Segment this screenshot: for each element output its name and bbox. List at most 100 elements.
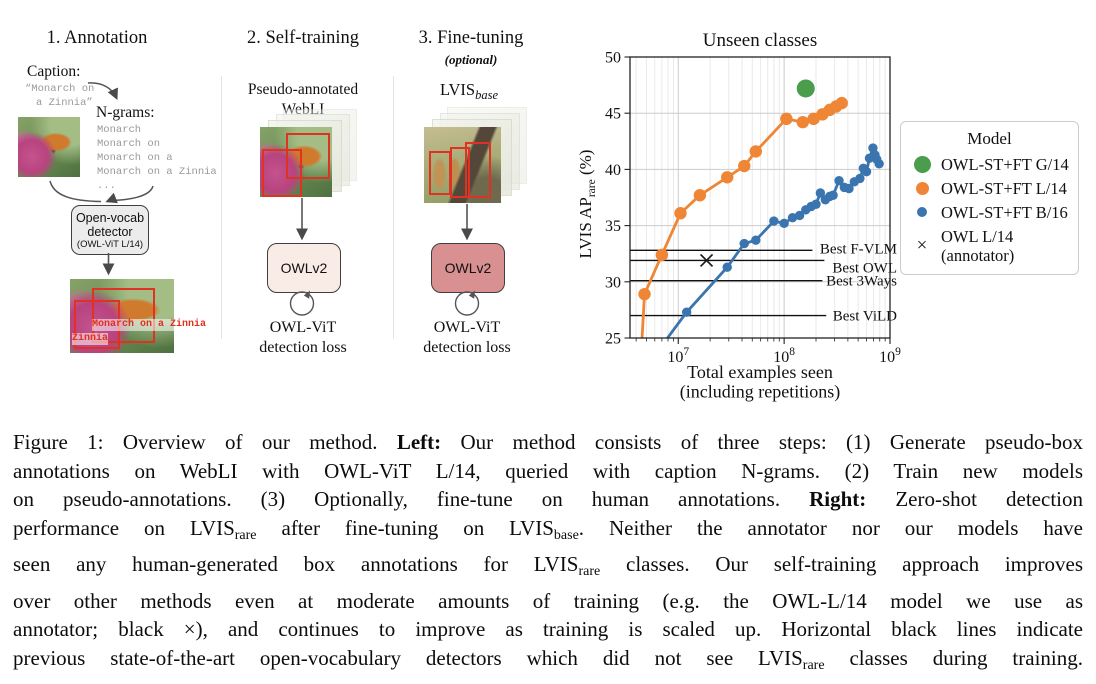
giraffe-image <box>424 127 501 203</box>
section-divider-1 <box>221 76 222 339</box>
loss-line2: detection loss <box>259 339 347 356</box>
data-point <box>835 96 848 110</box>
baseline-label: Best OWL <box>832 260 897 276</box>
data-point <box>739 238 749 249</box>
y-tick-label: 25 <box>605 331 621 348</box>
webli-dataset-label: Pseudo-annotated WebLI <box>221 80 385 120</box>
lvis-label-main: LVIS <box>439 80 476 99</box>
data-point <box>861 166 872 177</box>
baseline-label: Best F-VLM <box>820 241 897 257</box>
step3-subtitle: (optional) <box>444 52 498 67</box>
loss-line1: OWL-ViT <box>269 319 337 336</box>
x-marker-icon: × <box>916 234 928 256</box>
legend-entries: OWL-ST+FT G/14 OWL-ST+FT L/14 OWL-ST+FT B/… <box>901 152 1078 267</box>
x-axis-label-line1: Total examples seen <box>687 362 833 382</box>
lvis-image-stack <box>421 107 529 205</box>
chart-title: Unseen classes <box>703 30 818 51</box>
detector-box-line1: Open-vocab <box>75 210 145 225</box>
data-point <box>693 189 707 202</box>
prediction-label-zinnia: Zinnia <box>72 333 109 345</box>
data-point <box>787 213 798 223</box>
caption-mono-line: “Monarch on <box>25 83 95 95</box>
detector-box-line2: detector <box>87 224 133 239</box>
dot-marker-icon <box>910 207 934 217</box>
prediction-label-monarch: Monarch on a Zinnia <box>92 319 207 331</box>
y-tick-label: 40 <box>605 162 621 179</box>
lvis-label-sub: base <box>475 88 499 102</box>
dot-marker-icon <box>910 155 934 173</box>
ngrams-list: Monarch Monarch on Monarch on a Monarch on … <box>97 123 217 193</box>
y-tick-label: 35 <box>605 218 621 235</box>
method-diagram: 1. Annotation 2. Self-training 3. Fine-t… <box>0 0 570 420</box>
data-point <box>796 115 809 129</box>
y-tick-label: 50 <box>605 50 621 67</box>
pseudo-annotated-image <box>260 127 332 197</box>
legend-entry: OWL-ST+FT B/16 <box>901 200 1078 224</box>
data-point <box>721 171 734 184</box>
x-axis-label-line2: (including repetitions) <box>680 382 840 403</box>
figure-caption: Figure 1: Overview of our method. Left: … <box>13 428 1083 680</box>
giraffe-box-3 <box>465 142 491 198</box>
legend-entry-label: OWL L/14 (annotator) <box>941 226 1015 265</box>
detector-box-subtitle: (OWL-ViT L/14) <box>76 238 144 250</box>
webli-image-stack <box>258 109 358 199</box>
caption-line: seen any human-generated box annotations… <box>13 552 1084 579</box>
data-point <box>828 190 838 200</box>
ngram-item: ... <box>97 180 116 192</box>
x-tick-label: 108 <box>773 346 795 366</box>
step2-title: 2. Self-training <box>246 28 359 48</box>
data-point <box>738 159 751 173</box>
self-loop-selftrain <box>289 291 315 316</box>
open-vocab-detector-box: Open-vocab detector (OWL-ViT L/14) <box>71 205 149 255</box>
data-point <box>674 207 687 220</box>
loss-label-selftrain: OWL-ViT detection loss <box>221 318 385 358</box>
step1-title: 1. Annotation <box>46 28 148 48</box>
data-point <box>751 235 761 245</box>
giraffe-box-2 <box>450 147 470 198</box>
giraffe-box-1 <box>429 151 451 195</box>
legend-entry-label: OWL-ST+FT L/14 <box>941 178 1067 198</box>
data-point <box>844 183 854 194</box>
legend-entry-label: OWL-ST+FT B/16 <box>941 202 1068 222</box>
chart-legend: Model OWL-ST+FT G/14 OWL-ST+FT L/14 OWL-ST… <box>900 121 1079 275</box>
pseudo-box-butterfly <box>286 133 330 179</box>
caption-line: on pseudo-annotations. (3) Optionally, f… <box>13 487 1083 511</box>
data-point <box>779 218 789 229</box>
ngram-item: Monarch on <box>97 138 161 150</box>
butterfly-image <box>18 117 80 177</box>
loss3-line1: OWL-ViT <box>433 319 501 336</box>
ngram-item: Monarch on a <box>97 152 173 164</box>
pseudo-box-flower <box>262 149 302 197</box>
caption-mono-line: a Zinnia” <box>36 97 93 109</box>
y-tick-label: 30 <box>605 274 621 291</box>
ngram-item: Monarch on a Zinnia <box>97 166 217 178</box>
plot-border <box>629 56 891 339</box>
owlv2-label-selftrain: OWLv2 <box>280 260 328 276</box>
owlv2-label-finetune: OWLv2 <box>444 260 492 276</box>
data-point <box>794 210 805 221</box>
loss-label-finetune: OWL-ViT detection loss <box>387 318 547 358</box>
loss3-line2: detection loss <box>423 339 511 356</box>
step3-title: 3. Fine-tuning <box>418 28 524 48</box>
webli-label-line2: WebLI <box>281 101 325 118</box>
data-point <box>769 216 779 226</box>
detection-box-butterfly <box>92 288 155 343</box>
caption-line: annotator; black ×), and continues to im… <box>13 617 1083 641</box>
data-point <box>874 159 884 169</box>
arrow-image-to-detector <box>49 180 102 203</box>
annotator-x-marker <box>699 253 714 268</box>
data-point <box>815 188 826 198</box>
data-point <box>855 173 865 184</box>
data-point <box>834 175 844 186</box>
data-point <box>655 248 669 262</box>
webli-label-line1: Pseudo-annotated <box>247 81 359 98</box>
data-point <box>681 307 692 317</box>
section-divider-2 <box>393 76 394 339</box>
data-point <box>722 262 732 272</box>
y-tick-label: 45 <box>605 106 621 123</box>
caption-line: performance on LVISrare after fine-tunin… <box>13 515 1084 543</box>
ngrams-label: N-grams: <box>96 104 155 121</box>
caption-line: annotations on WebLI with OWL-ViT L/14, … <box>13 458 1083 483</box>
